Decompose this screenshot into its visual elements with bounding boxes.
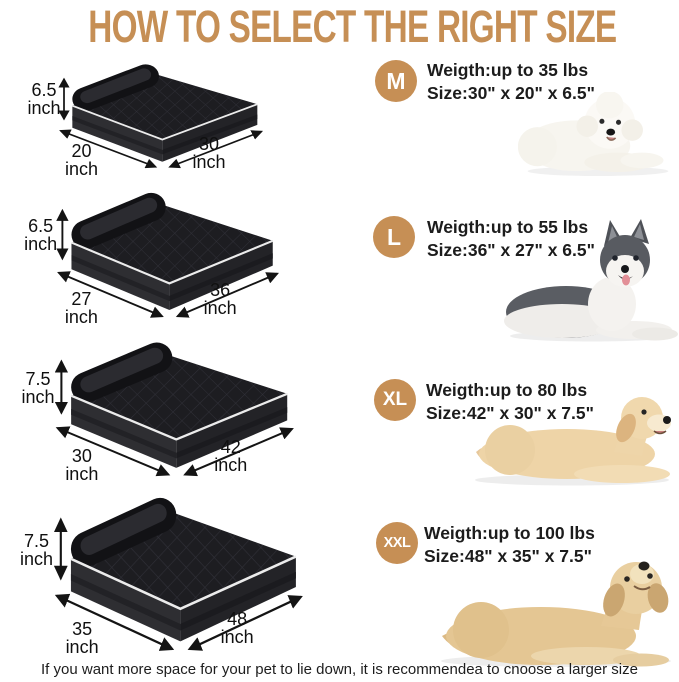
footer-note: If you want more space for your pet to l… xyxy=(41,661,638,678)
size-badge-xxl: XXL xyxy=(376,522,418,564)
length-dimension-label: 36 inch xyxy=(203,280,237,319)
size-text: Size:42" x 30" x 7.5" xyxy=(426,403,594,424)
length-dimension-label: 30 inch xyxy=(192,133,226,172)
dog-photo-golden-retriever xyxy=(472,390,679,487)
weight-text: Weigth:up to 80 lbs xyxy=(426,380,588,400)
spec-text-xxl: Weigth:up to 100 lbs Size:48" x 35" x 7.… xyxy=(424,522,595,568)
size-badge-l: L xyxy=(373,216,415,258)
bed-illustration-xl: 7.5 inch 30 inch 42 inch xyxy=(3,333,295,485)
height-dimension-label: 6.5 inch xyxy=(24,216,58,255)
size-badge-m: M xyxy=(375,60,417,102)
dog-bed-drawing xyxy=(3,333,295,485)
spec-text-xl: Weigth:up to 80 lbs Size:42" x 30" x 7.5… xyxy=(426,379,594,425)
spec-text-m: Weigth:up to 35 lbs Size:30" x 20" x 6.5… xyxy=(427,59,595,105)
size-badge-xl: XL xyxy=(374,379,416,421)
dog-photo-white-fluffy-dog xyxy=(518,92,678,178)
width-dimension-label: 30 inch xyxy=(65,446,99,485)
dog-bed-drawing xyxy=(0,487,304,661)
bed-illustration-xxl: 7.5 inch 35 inch 48 inch xyxy=(0,487,304,661)
length-dimension-label: 48 inch xyxy=(220,608,254,647)
height-dimension-label: 6.5 inch xyxy=(27,80,61,119)
width-dimension-label: 20 inch xyxy=(64,140,99,179)
dog-photo-labrador xyxy=(436,548,679,668)
width-dimension-label: 35 inch xyxy=(65,619,99,658)
weight-text: Weigth:up to 100 lbs xyxy=(424,523,595,543)
weight-text: Weigth:up to 35 lbs xyxy=(427,60,589,80)
size-text: Size:30" x 20" x 6.5" xyxy=(427,83,595,104)
dog-bed-drawing xyxy=(8,184,280,326)
weight-text: Weigth:up to 55 lbs xyxy=(427,217,589,237)
height-dimension-label: 7.5 inch xyxy=(19,530,53,569)
spec-text-l: Weigth:up to 55 lbs Size:36" x 27" x 6.5… xyxy=(427,216,595,262)
bed-illustration-l: 6.5 inch 27 inch 36 inch xyxy=(8,184,280,326)
size-text: Size:36" x 27" x 6.5" xyxy=(427,240,595,261)
bed-illustration-m: 6.5 inch 20 inch 30 inch xyxy=(14,57,264,179)
length-dimension-label: 42 inch xyxy=(214,437,248,476)
height-dimension-label: 7.5 inch xyxy=(21,368,55,407)
size-text: Size:48" x 35" x 7.5" xyxy=(424,546,592,567)
width-dimension-label: 27 inch xyxy=(64,288,98,327)
page-title: HOW TO SELECT THE RIGHT SIZE xyxy=(88,1,617,52)
dog-photo-husky xyxy=(504,218,679,343)
